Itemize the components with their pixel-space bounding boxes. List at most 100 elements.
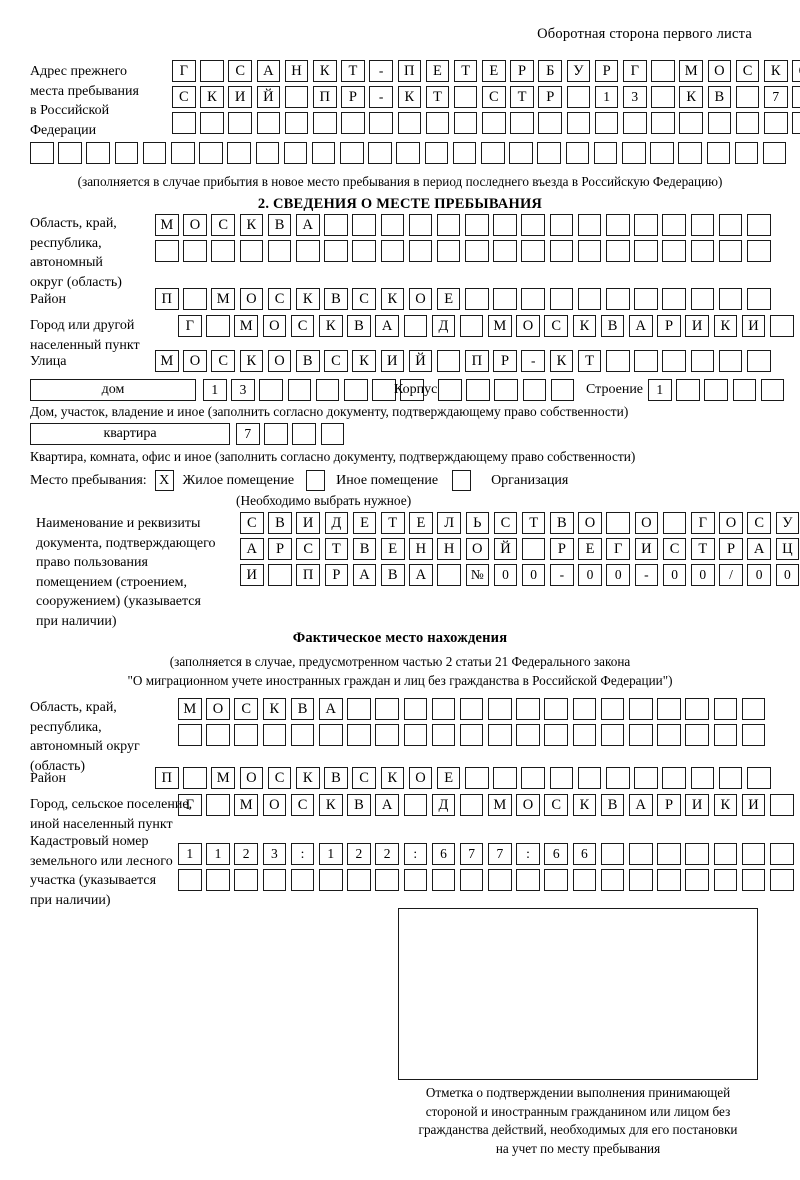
char-cell[interactable]: А (295, 214, 320, 236)
char-cell[interactable] (600, 698, 625, 720)
char-cell[interactable] (206, 869, 230, 891)
char-cell[interactable]: Т (577, 350, 602, 372)
char-cell[interactable] (741, 869, 766, 891)
char-cell[interactable] (577, 288, 602, 310)
region-row-2[interactable] (155, 240, 771, 262)
char-cell[interactable]: В (290, 698, 315, 720)
char-cell[interactable]: 7 (236, 423, 260, 445)
char-cell[interactable] (239, 240, 264, 262)
char-cell[interactable] (369, 112, 393, 134)
char-cell[interactable] (396, 142, 421, 164)
char-cell[interactable]: П (465, 350, 489, 372)
char-cell[interactable]: : (403, 843, 428, 865)
char-cell[interactable] (256, 112, 281, 134)
char-cell[interactable]: Т (425, 86, 450, 108)
char-cell[interactable] (679, 112, 703, 134)
char-cell[interactable] (264, 423, 288, 445)
char-cell[interactable] (516, 869, 540, 891)
char-cell[interactable] (312, 112, 337, 134)
char-cell[interactable] (284, 86, 309, 108)
char-cell[interactable]: И (296, 512, 320, 534)
char-cell[interactable]: С (234, 698, 258, 720)
char-cell[interactable]: Т (521, 512, 546, 534)
char-cell[interactable] (521, 240, 546, 262)
char-cell[interactable]: / (719, 564, 743, 586)
char-cell[interactable]: 1 (178, 843, 202, 865)
char-cell[interactable]: С (324, 350, 348, 372)
char-cell[interactable] (549, 240, 574, 262)
char-cell[interactable]: Т (691, 538, 715, 560)
char-cell[interactable]: 3 (231, 379, 255, 401)
document-row-1[interactable]: СВИДЕТЕЛЬСТВООГОСУД (240, 512, 800, 534)
char-cell[interactable] (704, 379, 728, 401)
char-cell[interactable] (155, 240, 179, 262)
char-cell[interactable]: С (211, 350, 235, 372)
char-cell[interactable] (397, 112, 422, 134)
char-cell[interactable]: Р (594, 60, 619, 82)
char-cell[interactable]: 0 (578, 564, 602, 586)
char-cell[interactable]: В (267, 214, 292, 236)
char-cell[interactable] (516, 698, 540, 720)
char-cell[interactable] (634, 240, 658, 262)
char-cell[interactable]: С (493, 512, 518, 534)
char-cell[interactable] (375, 724, 399, 746)
char-cell[interactable] (662, 240, 686, 262)
char-cell[interactable]: Н (284, 60, 309, 82)
char-cell[interactable]: 2 (234, 843, 258, 865)
char-cell[interactable]: Р (657, 794, 681, 816)
char-cell[interactable]: У (566, 60, 591, 82)
char-cell[interactable]: О (634, 512, 659, 534)
char-cell[interactable] (685, 724, 709, 746)
char-cell[interactable] (200, 60, 224, 82)
char-cell[interactable]: М (178, 698, 202, 720)
char-cell[interactable]: М (488, 794, 512, 816)
char-cell[interactable] (600, 869, 625, 891)
char-cell[interactable]: О (719, 512, 743, 534)
char-cell[interactable] (741, 843, 766, 865)
char-cell[interactable]: А (629, 315, 653, 337)
char-cell[interactable] (657, 843, 681, 865)
char-cell[interactable] (718, 214, 743, 236)
char-cell[interactable]: О (267, 350, 292, 372)
char-cell[interactable] (437, 564, 461, 586)
char-cell[interactable]: А (375, 794, 399, 816)
char-cell[interactable] (634, 288, 658, 310)
char-cell[interactable] (343, 379, 368, 401)
char-cell[interactable] (284, 112, 309, 134)
char-cell[interactable]: И (228, 86, 252, 108)
char-cell[interactable] (172, 112, 196, 134)
char-cell[interactable] (769, 869, 794, 891)
char-cell[interactable]: И (741, 794, 766, 816)
char-cell[interactable] (600, 843, 625, 865)
char-cell[interactable]: Д (431, 315, 456, 337)
char-cell[interactable]: 2 (347, 843, 371, 865)
char-cell[interactable]: К (262, 698, 287, 720)
char-cell[interactable] (792, 86, 800, 108)
checkbox-inoe[interactable] (306, 470, 326, 491)
char-cell[interactable]: 0 (691, 564, 715, 586)
char-cell[interactable] (685, 869, 709, 891)
char-cell[interactable]: М (679, 60, 703, 82)
char-cell[interactable] (600, 724, 625, 746)
char-cell[interactable] (493, 240, 517, 262)
char-cell[interactable] (488, 724, 512, 746)
char-cell[interactable]: В (324, 288, 348, 310)
char-cell[interactable]: 7 (763, 86, 788, 108)
char-cell[interactable] (431, 698, 456, 720)
char-cell[interactable]: Л (437, 512, 461, 534)
char-cell[interactable] (593, 142, 618, 164)
char-cell[interactable]: С (747, 512, 771, 534)
char-cell[interactable]: С (267, 767, 292, 789)
char-cell[interactable] (662, 767, 686, 789)
char-cell[interactable]: К (239, 350, 264, 372)
char-cell[interactable]: А (256, 60, 281, 82)
char-cell[interactable]: : (290, 843, 315, 865)
char-cell[interactable] (352, 214, 376, 236)
char-cell[interactable] (713, 869, 738, 891)
char-cell[interactable]: О (239, 288, 264, 310)
char-cell[interactable] (380, 240, 405, 262)
char-cell[interactable] (516, 724, 540, 746)
